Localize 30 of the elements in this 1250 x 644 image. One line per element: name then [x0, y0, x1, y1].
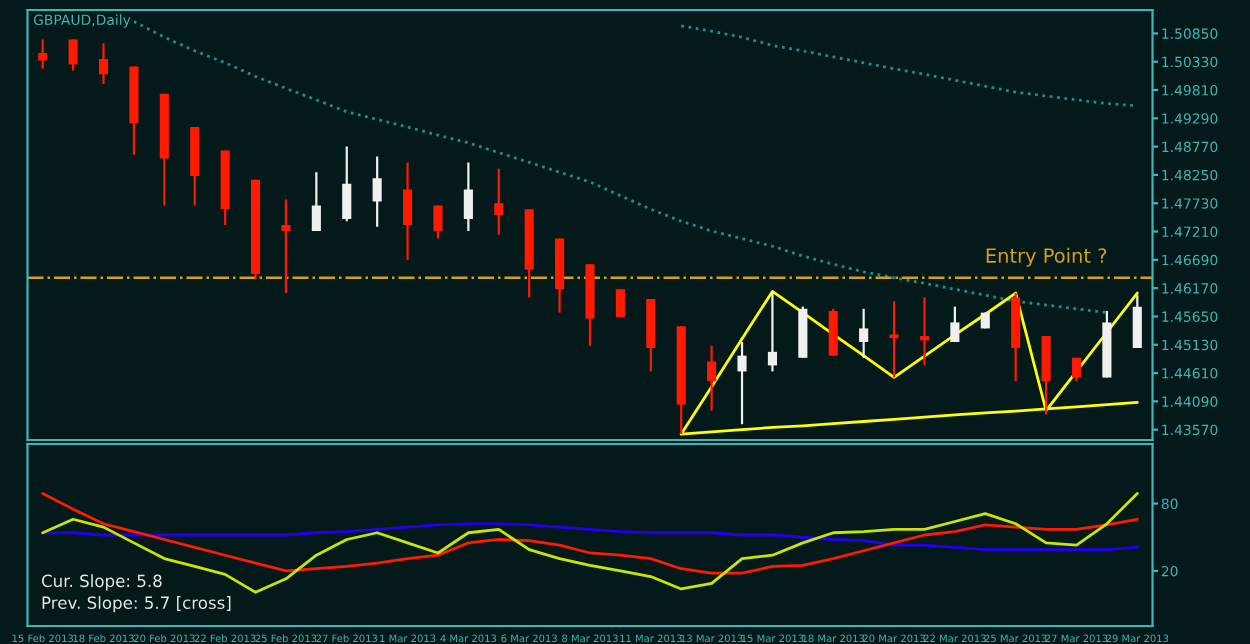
candlestick: [342, 145, 352, 223]
candlestick: [737, 340, 747, 426]
candlestick: [311, 171, 321, 233]
candlestick: [403, 161, 413, 261]
candlestick: [38, 38, 48, 70]
candlestick: [1132, 294, 1142, 350]
candlestick: [281, 198, 291, 295]
line-series: [41, 522, 1139, 551]
candlestick: [463, 161, 473, 233]
candlestick: [707, 344, 717, 412]
candlestick: [494, 167, 504, 236]
candlestick: [919, 296, 930, 367]
line-series: [132, 20, 1109, 315]
candlestick: [1041, 334, 1051, 416]
candlestick: [950, 305, 960, 344]
annotation: Prev. Slope: 5.7 [cross]: [42, 596, 231, 613]
candlestick: [767, 290, 777, 373]
line-series: [41, 492, 1139, 575]
candlestick: [68, 38, 78, 72]
ref-line-label: Entry Point ?: [986, 247, 1107, 267]
candlestick: [889, 300, 899, 379]
line-series: [679, 24, 1139, 108]
candlestick: [828, 307, 838, 357]
candlestick: [372, 155, 382, 228]
line-series: [41, 492, 1139, 594]
candlestick: [433, 204, 443, 240]
candlestick: [859, 307, 869, 359]
candlestick: [615, 288, 625, 319]
annotation: Cur. Slope: 5.8: [41, 574, 162, 591]
candlestick: [98, 42, 109, 86]
